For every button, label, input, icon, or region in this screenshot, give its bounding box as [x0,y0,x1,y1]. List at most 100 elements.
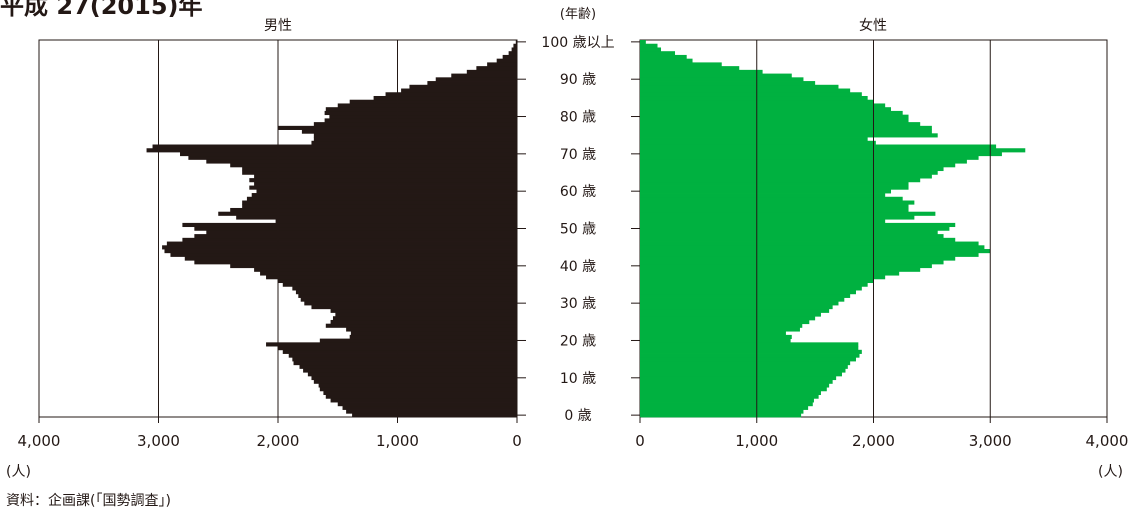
female-bar-age-42 [640,256,956,261]
male-bar-age-75 [313,133,517,138]
male-bar-age-34 [292,286,517,291]
female-bar-age-72 [640,144,997,149]
male-bar-age-12 [303,368,517,373]
female-bar-age-33 [640,290,856,295]
female-bar-age-63 [640,178,921,183]
female-bar-age-90 [640,77,804,82]
female-bar-age-95 [640,58,693,63]
male-bar-age-97 [508,51,517,56]
male-bar-age-72 [152,144,517,149]
male-bar-age-98 [511,47,517,52]
male-bar-age-61 [249,185,517,190]
male-bar-age-69 [188,155,518,160]
female-bar-age-48 [640,234,944,239]
male-bar-age-8 [318,383,517,388]
male-x-tick-label: 3,000 [137,432,180,450]
male-bar-age-91 [451,73,517,78]
female-bar-age-66 [640,166,944,172]
male-bar-age-57 [242,200,517,205]
female-bar-age-55 [640,207,909,213]
source-note: 資料：企画課(「国勢調査」) [6,492,171,509]
male-bar-age-1 [346,409,517,414]
male-bar-age-6 [323,390,517,395]
male-bar-age-25 [330,319,517,325]
male-bar-age-17 [282,349,517,354]
age-tick-label: 40 歳 [560,259,596,275]
male-x-unit-label: (人) [6,464,31,480]
male-bar-age-55 [230,207,517,213]
female-panel-title: 女性 [859,17,887,34]
age-tick-label: 20 歳 [560,333,596,349]
female-bar-age-75 [640,133,938,138]
female-bar-age-80 [640,114,909,119]
female-bar-age-18 [640,346,859,351]
female-bar-age-78 [640,122,921,127]
female-bar-age-61 [640,185,909,190]
age-tick-label: 100 歳以上 [541,35,614,51]
male-bar-age-54 [218,211,517,216]
female-bar-age-8 [640,383,830,388]
female-bar-age-87 [640,88,851,93]
female-bar-age-23 [640,327,800,332]
male-bar-age-42 [184,256,518,261]
male-bar-age-50 [194,226,517,231]
male-bar-age-62 [254,181,517,186]
male-bar-age-3 [337,402,517,407]
female-bar-age-45 [640,245,985,250]
female-bar-age-81 [640,110,903,116]
male-bar-age-58 [246,196,517,201]
age-axis-unit-label: (年齢) [560,7,596,22]
female-bar-age-0 [640,413,802,418]
male-bar-age-20 [319,338,517,343]
female-bar-age-69 [640,155,979,160]
male-bar-age-27 [335,312,517,317]
female-bar-age-30 [640,301,839,306]
female-bar-age-1 [640,409,804,414]
female-bar-age-32 [640,293,851,298]
age-tick-label: 90 歳 [560,72,596,88]
male-bar-age-4 [330,398,517,403]
age-tick-label: 80 歳 [560,110,596,126]
female-bar-age-12 [640,368,846,373]
female-bar-age-94 [640,62,722,67]
male-bar-age-99 [513,43,517,48]
male-x-tick-label: 1,000 [376,432,419,450]
female-bar-age-71 [640,148,1026,153]
male-bar-age-45 [162,245,517,250]
female-bar-age-31 [640,297,845,302]
male-bar-age-88 [409,84,517,89]
female-bar-age-54 [640,211,936,216]
male-bar-age-53 [236,215,517,220]
female-bar-age-28 [640,308,830,313]
female-x-tick-label: 3,000 [969,432,1012,450]
male-bar-age-7 [319,387,517,392]
female-bar-age-99 [640,43,658,48]
male-bar-age-87 [401,88,517,93]
male-x-tick-label: 2,000 [257,432,300,450]
female-bar-age-3 [640,402,813,407]
male-bar-age-92 [466,69,517,74]
male-bar-age-33 [295,290,517,295]
male-bar-age-19 [266,342,517,347]
age-tick-label: 30 歳 [560,296,596,312]
male-bar-age-31 [300,297,517,302]
male-bar-age-80 [329,114,517,119]
male-bar-age-60 [256,189,517,194]
female-bar-age-15 [640,357,856,362]
female-bar-age-27 [640,312,821,317]
female-bar-age-41 [640,260,944,265]
female-bar-age-11 [640,372,842,377]
female-bar-age-51 [640,222,956,228]
female-bar-age-70 [640,151,1002,157]
female-bar-age-97 [640,51,676,56]
male-bar-age-10 [311,375,517,381]
age-tick-label: 10 歳 [560,371,596,387]
female-bar-age-79 [640,118,909,123]
male-bar-age-76 [301,129,517,134]
female-bar-age-68 [640,159,967,164]
male-bar-age-81 [324,110,517,116]
male-bar-age-78 [313,122,517,127]
female-bar-age-47 [640,237,956,242]
female-bars [640,40,1026,418]
female-x-tick-label: 1,000 [735,432,778,450]
